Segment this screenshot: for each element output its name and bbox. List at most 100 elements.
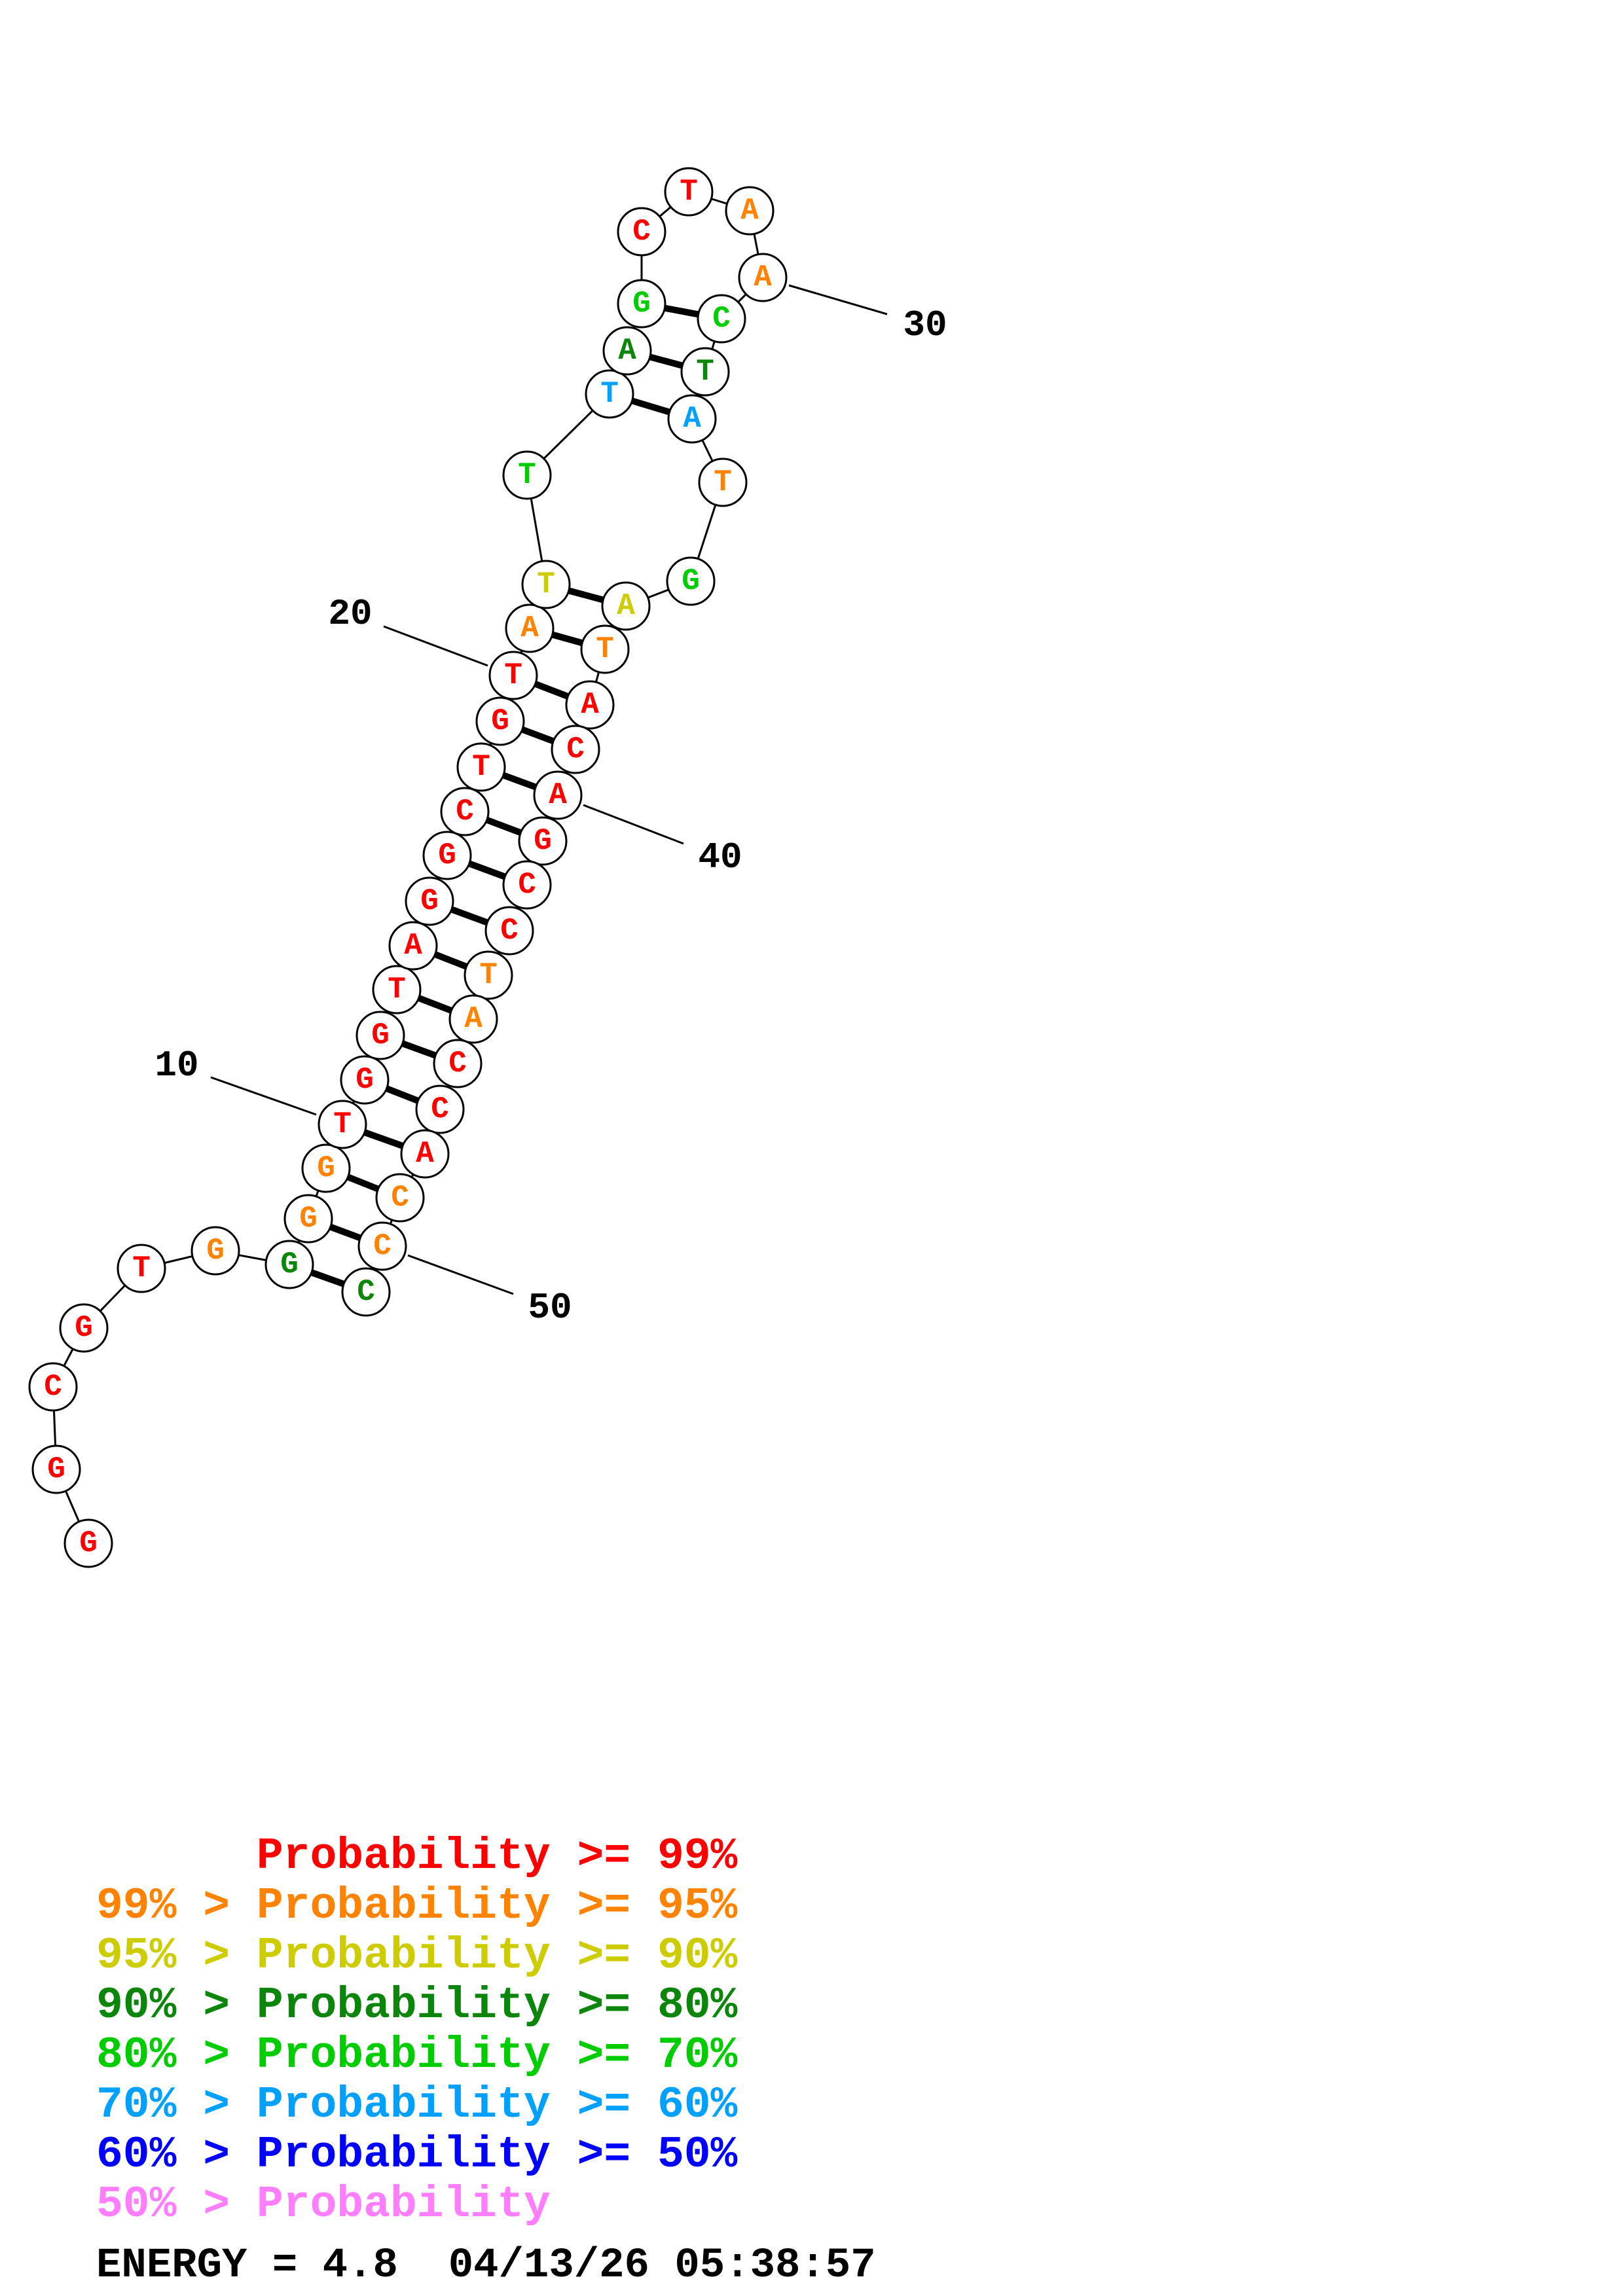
- nucleotide-circle: [28, 1362, 78, 1412]
- nucleotide-circle: [191, 1226, 240, 1276]
- nucleotide-base: T: [504, 658, 522, 692]
- legend-row: 90% > Probability >= 80%: [96, 1981, 738, 2031]
- nucleotide-circle: [464, 950, 513, 1000]
- label-leader-line: [383, 625, 488, 667]
- nucleotide-base: A: [464, 1002, 483, 1036]
- nucleotide-circle: [301, 1143, 351, 1193]
- nucleotide-circle: [565, 680, 615, 730]
- nucleotide-circle: [484, 906, 534, 956]
- nucleotide-circle: [617, 279, 666, 329]
- position-label: 20: [328, 593, 372, 635]
- nucleotide-base: A: [520, 611, 539, 645]
- nucleotide-base: G: [317, 1151, 335, 1185]
- nucleotide-base: C: [566, 732, 585, 766]
- energy-text: ENERGY = 4.8 04/13/26 05:38:57: [96, 2242, 876, 2289]
- nucleotide-base: C: [712, 302, 731, 336]
- nucleotide-base: G: [356, 1063, 374, 1097]
- nucleotide-circle: [440, 787, 490, 836]
- nucleotide-base: C: [518, 868, 536, 902]
- nucleotide-base: T: [600, 377, 619, 411]
- nucleotide-base: T: [596, 632, 614, 666]
- nucleotide-circle: [375, 1173, 425, 1223]
- nucleotide-base: G: [632, 287, 651, 321]
- nucleotide-circle: [405, 876, 454, 926]
- nucleotide-base: A: [581, 688, 599, 722]
- nucleotide-circle: [488, 651, 538, 700]
- label-leader-line: [583, 804, 684, 845]
- nucleotide-base: G: [420, 884, 439, 918]
- nucleotide-circle: [433, 1039, 483, 1088]
- nucleotide-base: C: [373, 1229, 392, 1263]
- nucleotide-base: A: [754, 260, 772, 295]
- nucleotide-circle: [505, 603, 555, 653]
- nucleotide-base: T: [472, 750, 490, 784]
- nucleotide-circle: [725, 186, 775, 236]
- nucleotide-base: T: [680, 175, 698, 209]
- nucleotide-base: G: [75, 1311, 93, 1345]
- nucleotide-circle: [448, 994, 498, 1044]
- nucleotide-circle: [31, 1444, 81, 1494]
- nucleotide-circle: [422, 831, 472, 880]
- nucleotide-base: G: [682, 564, 700, 598]
- nucleotide-circle: [602, 326, 652, 376]
- nucleotide-circle: [117, 1244, 166, 1293]
- nucleotide-base: C: [456, 795, 474, 829]
- nucleotide-base: A: [683, 402, 701, 436]
- legend-row: 70% > Probability >= 60%: [96, 2080, 738, 2130]
- nucleotide-circle: [356, 1011, 405, 1060]
- nucleotide-circle: [666, 556, 716, 606]
- nucleotide-circle: [388, 921, 438, 971]
- nucleotide-base: C: [448, 1047, 467, 1081]
- nucleotide-base: C: [357, 1275, 375, 1309]
- legend-row: 60% > Probability >= 50%: [96, 2130, 738, 2180]
- nucleotide-base: T: [518, 458, 536, 492]
- nucleotide-base: A: [740, 194, 759, 228]
- nucleotide-circle: [580, 624, 630, 674]
- nucleotide-base: T: [333, 1107, 352, 1141]
- position-label: 40: [698, 836, 742, 878]
- nucleotide-base: C: [500, 914, 519, 948]
- nucleotide-circle: [601, 581, 651, 631]
- position-label: 50: [528, 1287, 572, 1329]
- nucleotide-base: G: [534, 824, 552, 858]
- nucleotide-circle: [667, 394, 717, 444]
- position-label: 10: [155, 1045, 198, 1086]
- nucleotide-circle: [680, 347, 730, 397]
- nucleotide-circle: [502, 860, 552, 910]
- nucleotide-circle: [318, 1100, 367, 1149]
- nucleotide-base: A: [617, 589, 635, 623]
- nucleotide-base: T: [714, 465, 732, 499]
- nucleotide-base: A: [404, 929, 422, 963]
- nucleotide-circle: [456, 742, 506, 792]
- nucleotide-circle: [357, 1221, 407, 1271]
- nucleotide-circle: [585, 369, 634, 419]
- label-leader-line: [788, 284, 888, 315]
- nucleotide-circle: [664, 167, 714, 217]
- nucleotide-circle: [341, 1267, 391, 1317]
- nucleotide-base: G: [491, 704, 509, 738]
- nucleotide-circle: [502, 450, 552, 500]
- nucleotide-base: C: [44, 1370, 62, 1404]
- nucleotide-circle: [617, 207, 666, 257]
- nucleotide-circle: [738, 253, 788, 302]
- nucleotide-base: T: [696, 355, 714, 389]
- legend-row: 99% > Probability >= 95%: [96, 1881, 738, 1931]
- nucleotide-circle: [400, 1129, 450, 1179]
- label-leader-line: [407, 1254, 514, 1295]
- nucleotide-base: C: [391, 1181, 409, 1215]
- nucleotide-base: G: [299, 1202, 318, 1236]
- legend-row: 50% > Probability: [96, 2179, 551, 2230]
- nucleotide-base: C: [431, 1092, 449, 1126]
- nucleotide-circle: [283, 1194, 333, 1244]
- nucleotide-circle: [264, 1240, 314, 1289]
- nucleotide-circle: [518, 816, 568, 866]
- nucleotide-base: T: [132, 1251, 151, 1285]
- nucleotide-circle: [697, 294, 746, 344]
- legend-row: 95% > Probability >= 90%: [96, 1931, 738, 1981]
- nucleotide-circle: [64, 1518, 113, 1568]
- legend-row: 80% > Probability >= 70%: [96, 2030, 738, 2081]
- nucleotide-base: G: [47, 1452, 65, 1486]
- nucleotide-base: C: [632, 215, 651, 249]
- nucleotide-circle: [372, 965, 422, 1014]
